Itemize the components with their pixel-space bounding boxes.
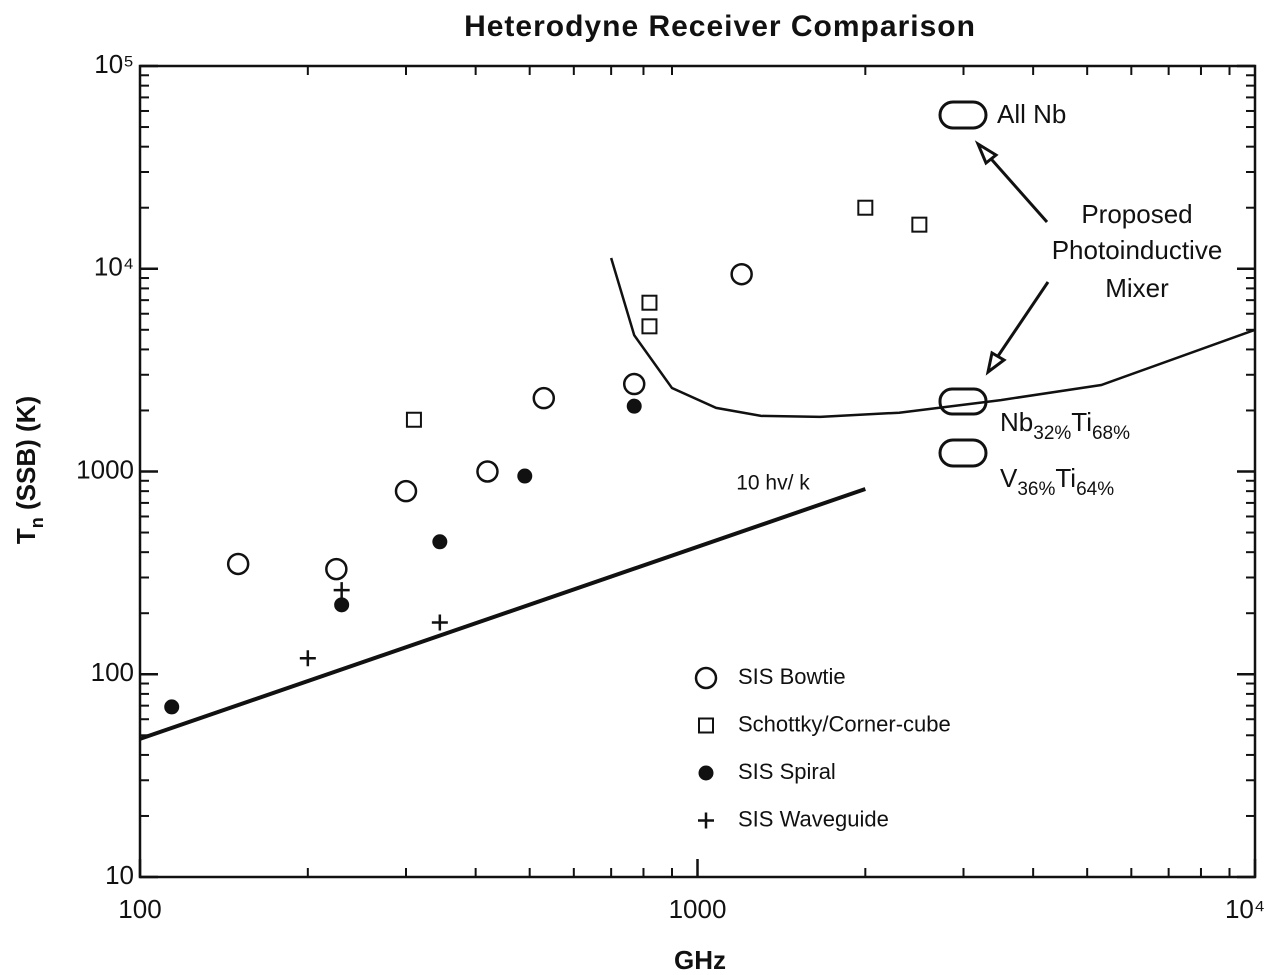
alloy-label: V36%Ti64%	[1000, 463, 1114, 500]
legend-marker	[698, 717, 714, 734]
point	[532, 386, 556, 410]
legend-label: Schottky/Corner-cube	[738, 711, 951, 736]
alloy-label-part: 68%	[1092, 423, 1130, 444]
alloy-label: Nb32%Ti68%	[1000, 407, 1130, 444]
y-label-sub: n	[27, 517, 47, 528]
y-label-main: T	[11, 528, 41, 544]
point	[622, 372, 646, 396]
annotation: Mixer	[1105, 273, 1169, 303]
proposed-ellipse	[938, 100, 988, 130]
legend-marker	[694, 666, 718, 690]
point	[405, 411, 422, 428]
point	[325, 557, 348, 581]
x-tick-label: 1000	[669, 894, 727, 924]
point	[164, 699, 180, 715]
point	[226, 552, 250, 576]
point	[431, 614, 448, 631]
curve	[139, 487, 866, 741]
alloy-label-part: Nb	[1000, 407, 1033, 437]
point	[299, 650, 316, 667]
legend-label: SIS Spiral	[738, 759, 836, 784]
y-tick-label: 100	[91, 657, 134, 687]
point	[394, 479, 418, 503]
alloy-label-part: V	[1000, 463, 1018, 493]
proposed-ellipse	[938, 438, 988, 468]
legend-label: SIS Waveguide	[738, 806, 889, 831]
alloy-label-part: Ti	[1055, 463, 1076, 493]
alloy-label-part: 36%	[1017, 479, 1055, 500]
x-axis-label: GHz	[674, 945, 726, 975]
x-tick-label: 10⁴	[1225, 894, 1265, 924]
point	[517, 468, 533, 484]
proposed-ellipse	[938, 387, 988, 416]
point	[476, 460, 499, 483]
y-axis-label: Tn (SSB) (K)	[11, 396, 47, 544]
point	[857, 199, 874, 216]
y-tick-label: 1000	[76, 454, 134, 484]
alloy-label-part: 32%	[1033, 423, 1071, 444]
y-tick-label: 10⁴	[94, 252, 134, 282]
arrow-head	[974, 140, 999, 166]
arrow	[983, 151, 1049, 223]
point	[626, 398, 642, 414]
y-label-rest: (SSB) (K)	[11, 396, 41, 517]
x-tick-label: 100	[118, 894, 161, 924]
annotation: All Nb	[997, 99, 1066, 129]
alloy-label-part: Ti	[1071, 407, 1092, 437]
curve	[609, 257, 1256, 419]
arrow-head	[985, 350, 1007, 376]
legend-label: SIS Bowtie	[738, 664, 846, 689]
y-tick-label: 10⁵	[94, 49, 134, 79]
y-tick-label: 10	[105, 860, 134, 890]
legend-marker	[698, 765, 714, 781]
annotation: 10 hv/ k	[736, 472, 810, 495]
legend-marker	[698, 812, 714, 829]
arrows	[974, 140, 1050, 376]
chart-title: Heterodyne Receiver Comparison	[464, 10, 976, 43]
arrow	[992, 281, 1050, 363]
point	[333, 582, 350, 599]
annotation: Photoinductive	[1052, 235, 1223, 265]
plot-frame	[138, 64, 1257, 879]
annotation: Proposed	[1081, 199, 1192, 229]
point	[641, 318, 658, 335]
point	[334, 597, 350, 613]
point	[911, 216, 928, 233]
point	[730, 262, 753, 286]
point	[641, 294, 658, 311]
point	[432, 534, 448, 550]
alloy-label-part: 64%	[1076, 479, 1114, 500]
